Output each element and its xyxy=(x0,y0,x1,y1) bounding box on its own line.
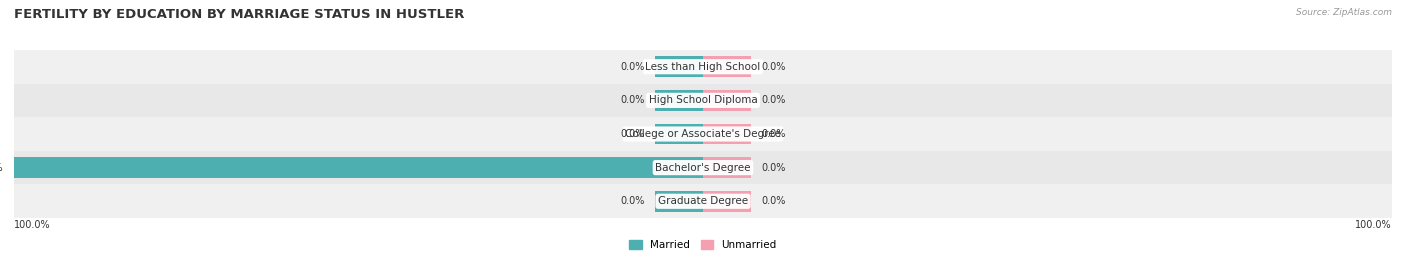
Text: 0.0%: 0.0% xyxy=(762,62,786,72)
Bar xyxy=(703,124,751,144)
Bar xyxy=(703,56,751,77)
Bar xyxy=(703,157,751,178)
Bar xyxy=(14,117,1392,151)
Bar xyxy=(655,90,703,111)
Text: 100.0%: 100.0% xyxy=(14,220,51,230)
Bar xyxy=(703,90,751,111)
Bar xyxy=(703,191,751,212)
Text: 0.0%: 0.0% xyxy=(762,129,786,139)
Bar xyxy=(655,124,703,144)
Text: 0.0%: 0.0% xyxy=(762,163,786,173)
Text: Source: ZipAtlas.com: Source: ZipAtlas.com xyxy=(1296,8,1392,17)
Text: 100.0%: 100.0% xyxy=(1355,220,1392,230)
Text: College or Associate's Degree: College or Associate's Degree xyxy=(626,129,780,139)
Text: 0.0%: 0.0% xyxy=(620,95,644,105)
Text: FERTILITY BY EDUCATION BY MARRIAGE STATUS IN HUSTLER: FERTILITY BY EDUCATION BY MARRIAGE STATU… xyxy=(14,8,464,21)
Text: Bachelor's Degree: Bachelor's Degree xyxy=(655,163,751,173)
Text: 0.0%: 0.0% xyxy=(762,196,786,206)
Text: 100.0%: 100.0% xyxy=(0,163,4,173)
Text: Less than High School: Less than High School xyxy=(645,62,761,72)
Bar xyxy=(14,184,1392,218)
Legend: Married, Unmarried: Married, Unmarried xyxy=(627,238,779,252)
Bar xyxy=(14,151,1392,184)
Text: 0.0%: 0.0% xyxy=(620,62,644,72)
Text: High School Diploma: High School Diploma xyxy=(648,95,758,105)
Text: 0.0%: 0.0% xyxy=(620,196,644,206)
Bar xyxy=(14,157,703,178)
Text: 0.0%: 0.0% xyxy=(762,95,786,105)
Bar xyxy=(14,50,1392,84)
Bar xyxy=(655,191,703,212)
Bar xyxy=(14,84,1392,117)
Text: Graduate Degree: Graduate Degree xyxy=(658,196,748,206)
Text: 0.0%: 0.0% xyxy=(620,129,644,139)
Bar xyxy=(655,56,703,77)
